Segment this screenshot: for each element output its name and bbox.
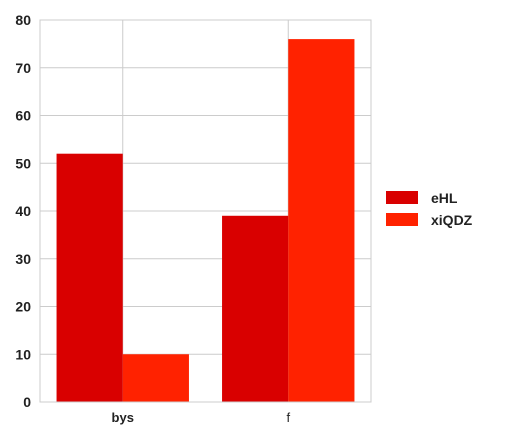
y-tick-label: 10 (15, 346, 31, 362)
y-tick-label: 80 (15, 12, 31, 28)
x-tick-label: bys (112, 410, 134, 425)
legend: eHL xiQDZ (386, 190, 473, 228)
bar-xiQDZ-f (288, 39, 355, 402)
legend-label: xiQDZ (431, 212, 473, 228)
y-tick-label: 0 (23, 394, 31, 410)
y-axis-ticks: 0 10 20 30 40 50 60 70 80 (15, 12, 31, 410)
plot-frame (39, 19, 372, 403)
x-tick-label: f (286, 410, 290, 425)
y-tick-label: 20 (15, 299, 31, 315)
y-tick-label: 70 (15, 60, 31, 76)
bar-xiQDZ-bys (122, 354, 189, 402)
y-tick-label: 30 (15, 251, 31, 267)
y-tick-label: 40 (15, 203, 31, 219)
bars (56, 39, 355, 402)
bar-eHL-f (222, 215, 289, 402)
legend-label: eHL (431, 190, 458, 206)
bar-eHL-bys (56, 153, 123, 402)
legend-swatch-xiQDZ (386, 213, 418, 226)
y-tick-label: 60 (15, 108, 31, 124)
legend-swatch-eHL (386, 191, 418, 204)
y-tick-label: 50 (15, 155, 31, 171)
x-axis-ticks: bys f (112, 410, 291, 425)
